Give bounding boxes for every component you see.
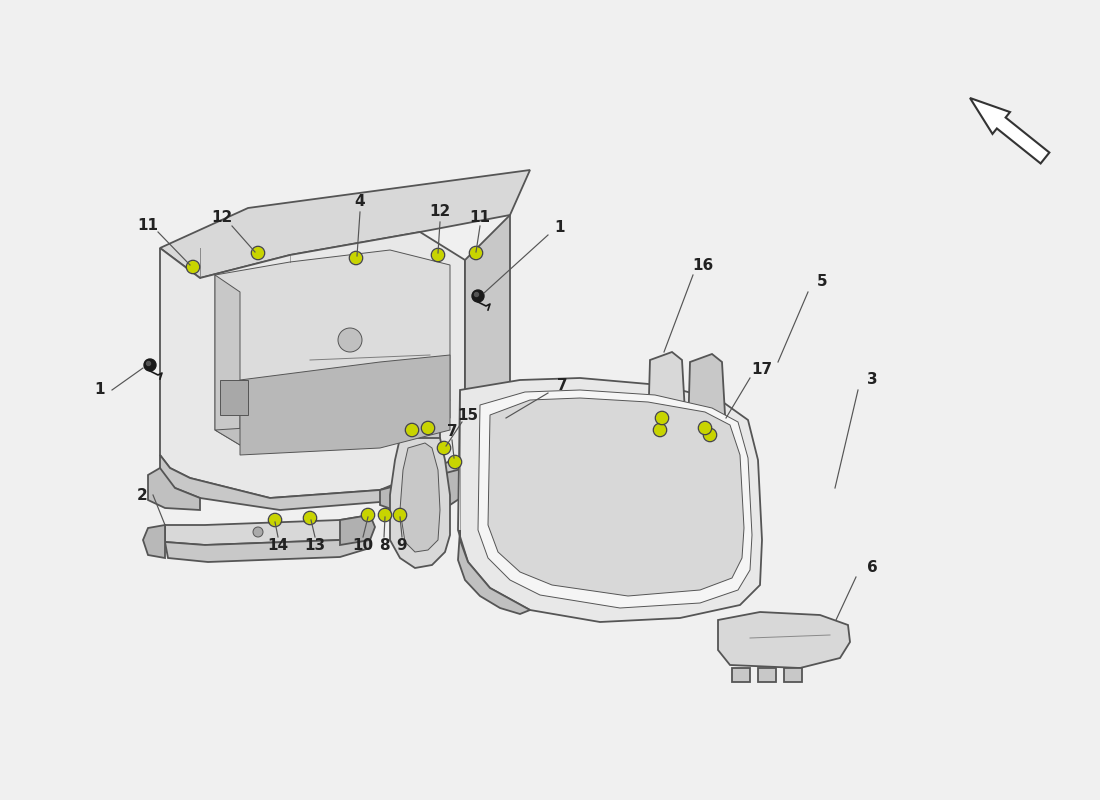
Circle shape [439,442,450,454]
Polygon shape [458,378,762,622]
Polygon shape [718,612,850,668]
Circle shape [422,422,433,434]
Circle shape [379,510,390,521]
Polygon shape [220,380,248,415]
Text: 12: 12 [429,205,451,219]
Circle shape [363,510,374,521]
Polygon shape [214,250,450,430]
Text: 9: 9 [397,538,407,553]
Polygon shape [488,398,744,596]
Circle shape [407,425,418,435]
Circle shape [474,293,478,297]
Circle shape [253,527,263,537]
Text: 1: 1 [554,221,565,235]
Polygon shape [478,390,752,608]
Text: 11: 11 [470,210,491,226]
Circle shape [657,413,668,423]
Polygon shape [143,525,165,558]
Polygon shape [165,532,370,562]
Text: 11: 11 [138,218,158,233]
Polygon shape [240,355,450,455]
Polygon shape [214,400,450,445]
Circle shape [704,430,715,441]
Text: 14: 14 [267,538,288,553]
Text: 7: 7 [557,378,568,394]
Polygon shape [688,354,726,498]
Polygon shape [148,468,200,510]
Polygon shape [400,443,440,552]
Polygon shape [458,530,530,614]
Text: 2: 2 [136,487,147,502]
Text: 12: 12 [211,210,232,226]
Polygon shape [400,420,440,438]
Circle shape [700,422,711,434]
Text: 5: 5 [816,274,827,290]
Circle shape [351,253,362,263]
Text: 17: 17 [751,362,772,378]
Text: 7: 7 [447,425,458,439]
Polygon shape [732,668,750,682]
Text: 4: 4 [354,194,365,210]
Text: 8: 8 [378,538,389,553]
Circle shape [450,457,461,467]
Polygon shape [160,455,465,510]
Circle shape [338,328,362,352]
Text: 16: 16 [692,258,714,273]
Circle shape [472,290,484,302]
Text: 13: 13 [305,538,326,553]
Text: 6: 6 [867,561,878,575]
Polygon shape [379,468,465,512]
Circle shape [270,514,280,526]
Circle shape [395,510,406,521]
Circle shape [144,359,156,371]
Polygon shape [390,430,450,568]
Circle shape [253,247,264,258]
Polygon shape [165,515,370,545]
Circle shape [146,362,151,366]
Text: 15: 15 [458,407,478,422]
Circle shape [305,513,316,523]
Polygon shape [465,215,510,455]
Polygon shape [160,232,465,498]
Polygon shape [758,668,776,682]
Polygon shape [160,170,530,278]
Circle shape [432,250,443,261]
Circle shape [471,247,482,258]
Circle shape [654,425,666,435]
Text: 1: 1 [95,382,106,398]
Circle shape [187,262,198,273]
Polygon shape [970,98,1049,163]
Text: 10: 10 [352,538,374,553]
Polygon shape [648,352,686,498]
Polygon shape [784,668,802,682]
Text: 3: 3 [867,373,878,387]
Polygon shape [214,275,240,445]
Polygon shape [340,515,375,545]
